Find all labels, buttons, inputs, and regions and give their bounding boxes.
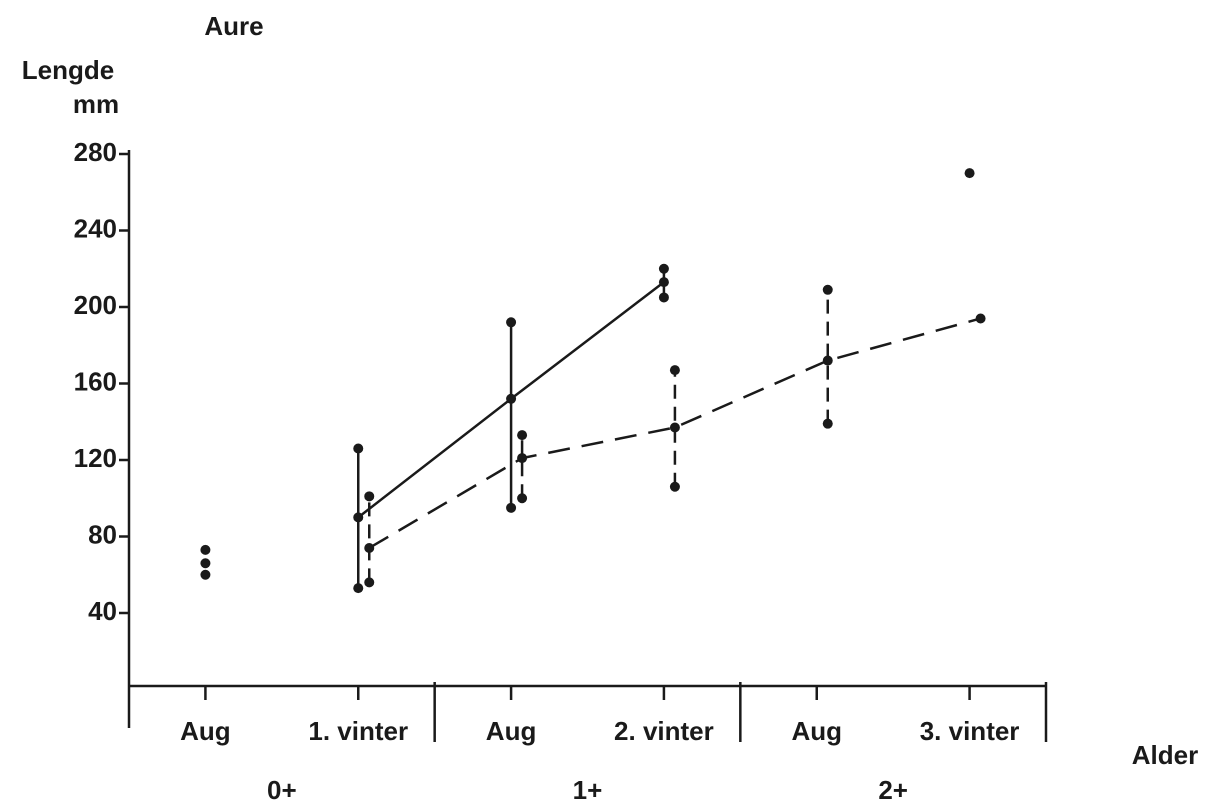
y-axis-label: mm <box>73 89 119 119</box>
group-label: 2+ <box>878 775 908 805</box>
y-tick-label: 80 <box>88 519 117 549</box>
x-tick-label: Aug <box>791 716 842 746</box>
y-tick-label: 200 <box>74 290 117 320</box>
high-dot <box>200 544 211 555</box>
low-dot <box>658 292 669 303</box>
x-tick-label: 3. vinter <box>920 716 1020 746</box>
high-dot <box>669 365 680 376</box>
y-tick-label: 280 <box>74 137 117 167</box>
group-label: 1+ <box>573 775 603 805</box>
low-dot <box>353 583 364 594</box>
high-dot <box>822 284 833 295</box>
mean-dot <box>200 558 211 569</box>
high-dot <box>658 263 669 274</box>
x-tick-label: 2. vinter <box>614 716 714 746</box>
series-line <box>358 173 969 517</box>
high-dot <box>364 491 375 502</box>
x-tick-label: 1. vinter <box>308 716 408 746</box>
low-dot <box>669 481 680 492</box>
low-dot <box>517 493 528 504</box>
low-dot <box>822 418 833 429</box>
x-tick-label: Aug <box>180 716 231 746</box>
mean-dot <box>364 542 375 553</box>
low-dot <box>200 569 211 580</box>
mean-dot <box>822 355 833 366</box>
high-dot <box>517 430 528 441</box>
x-axis-label: Alder <box>1132 740 1198 770</box>
mean-dot <box>975 313 986 324</box>
y-tick-label: 120 <box>74 443 117 473</box>
group-label: 0+ <box>267 775 297 805</box>
x-tick-label: Aug <box>486 716 537 746</box>
high-dot <box>506 317 517 328</box>
series-line <box>368 317 981 550</box>
y-tick-label: 40 <box>88 596 117 626</box>
y-tick-label: 240 <box>74 213 117 243</box>
y-axis-label: Lengde <box>22 55 114 85</box>
low-dot <box>364 577 375 588</box>
low-dot <box>506 502 517 513</box>
mean-dot <box>669 422 680 433</box>
mean-dot <box>353 512 364 523</box>
high-dot <box>353 443 364 454</box>
chart-title: Aure <box>204 11 263 41</box>
y-tick-label: 160 <box>74 366 117 396</box>
mean-dot <box>506 393 517 404</box>
mean-dot <box>964 168 975 179</box>
mean-dot <box>658 277 669 288</box>
mean-dot <box>517 453 528 464</box>
